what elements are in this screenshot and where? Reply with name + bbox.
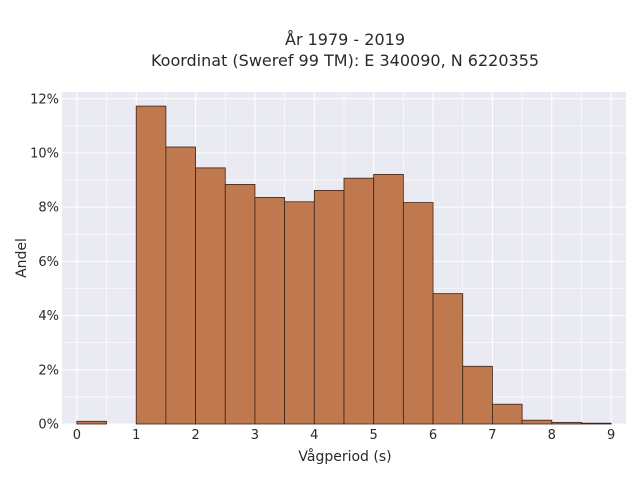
histogram-bar [343, 177, 375, 425]
bars [76, 105, 612, 425]
histogram-bar [254, 197, 286, 425]
histogram-bar [195, 167, 226, 425]
histogram-bar [462, 365, 493, 425]
histogram-bar [224, 184, 256, 425]
histogram-bar [284, 201, 315, 425]
histogram-bar [373, 173, 404, 425]
histogram-bar [76, 420, 107, 425]
x-tick-label: 2 [191, 428, 199, 443]
chart-title-line2: Koordinat (Sweref 99 TM): E 340090, N 62… [151, 51, 539, 70]
x-tick-label: 3 [251, 428, 259, 443]
y-tick-label: 8% [38, 201, 59, 216]
y-tick-label: 6% [38, 255, 59, 270]
x-axis-ticks: 0 1 2 3 4 5 6 7 8 9 [73, 428, 616, 443]
histogram-bar [521, 419, 553, 425]
y-tick-label: 0% [38, 418, 59, 433]
y-tick-label: 12% [30, 92, 59, 107]
histogram-bar [313, 189, 345, 425]
histogram-bar [551, 421, 582, 425]
x-tick-label: 7 [488, 428, 496, 443]
histogram-bar [165, 146, 196, 425]
x-tick-label: 6 [429, 428, 437, 443]
y-tick-label: 4% [38, 309, 59, 324]
histogram-bar [581, 422, 612, 425]
histogram-bar [402, 202, 434, 425]
x-tick-label: 1 [132, 428, 140, 443]
x-tick-label: 5 [370, 428, 378, 443]
x-tick-label: 4 [310, 428, 318, 443]
x-tick-label: 0 [73, 428, 81, 443]
histogram-bar [492, 403, 523, 425]
histogram-bar [432, 293, 464, 425]
x-tick-label: 9 [607, 428, 615, 443]
y-tick-label: 2% [38, 363, 59, 378]
x-tick-label: 8 [548, 428, 556, 443]
y-axis-ticks: 0% 2% 4% 6% 8% 10% 12% [30, 92, 59, 432]
chart-title-line1: År 1979 - 2019 [285, 30, 405, 49]
y-tick-label: 10% [30, 146, 59, 161]
y-axis-label: Andel [14, 238, 30, 278]
x-axis-label: Vågperiod (s) [298, 448, 391, 465]
histogram-bar [135, 105, 167, 425]
